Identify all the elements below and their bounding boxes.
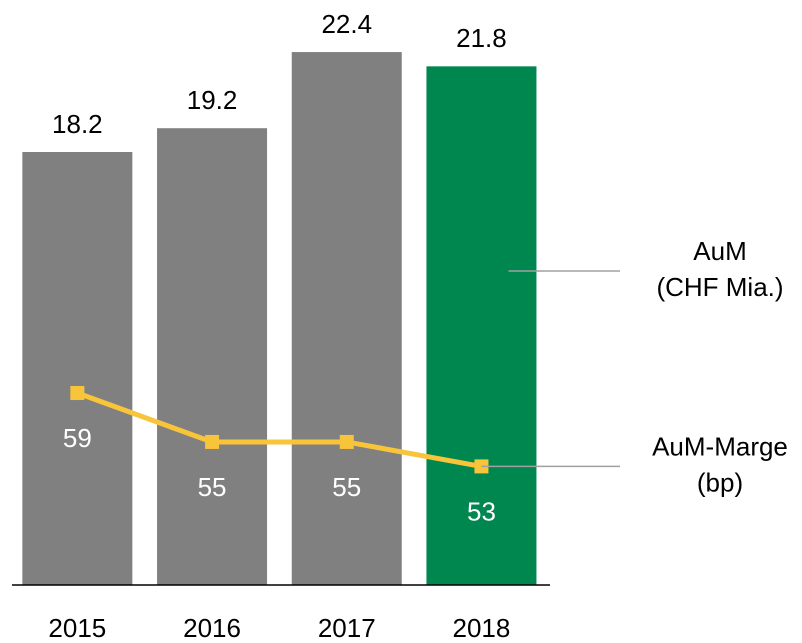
- line-value-label: 53: [467, 496, 496, 526]
- line-value-label: 55: [198, 472, 227, 502]
- line-value-label: 59: [63, 423, 92, 453]
- bar: [157, 128, 268, 585]
- legend-line: AuM: [693, 236, 746, 266]
- bar-value-label: 21.8: [456, 23, 507, 53]
- line-marker: [205, 434, 220, 449]
- legend-line: AuM-Marge: [652, 431, 788, 461]
- bar-value-label: 18.2: [52, 109, 103, 139]
- legend-label: AuM (CHF Mia.): [656, 236, 783, 302]
- bar: [291, 52, 402, 586]
- line-marker: [70, 386, 85, 401]
- line: [76, 390, 482, 469]
- bar: [22, 151, 133, 585]
- bar-value-label: 19.2: [187, 85, 238, 115]
- line-marker: [339, 434, 354, 449]
- x-tick-label: 2018: [453, 613, 511, 643]
- legend-label: AuM-Marge (bp): [652, 431, 788, 497]
- bar-value-label: 22.4: [321, 9, 372, 39]
- bar: [426, 66, 537, 585]
- legend-line: (bp): [697, 467, 743, 497]
- x-tick-label: 2017: [318, 613, 376, 643]
- x-tick-label: 2015: [48, 613, 106, 643]
- legend-line: (CHF Mia.): [656, 272, 783, 302]
- x-tick-label: 2016: [183, 613, 241, 643]
- line-value-label: 55: [332, 472, 361, 502]
